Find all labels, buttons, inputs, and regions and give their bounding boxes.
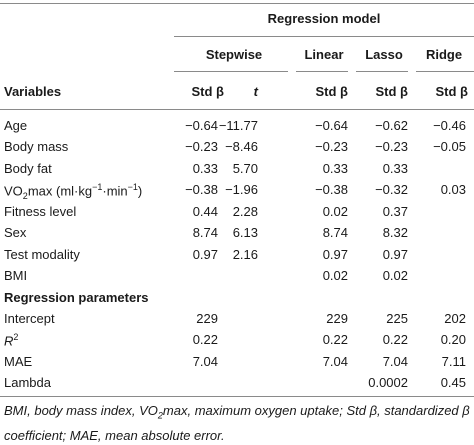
stepwise-rule: [174, 71, 288, 72]
cell: 0.22: [322, 332, 348, 347]
cell: 2.16: [232, 247, 258, 262]
cell: −0.23: [185, 139, 218, 154]
cell: −0.62: [375, 118, 408, 133]
table-bottom-rule: [0, 396, 474, 397]
row-label-age: Age: [4, 118, 28, 133]
subheader-ridge-std: Std β: [435, 84, 469, 99]
cell: 229: [196, 311, 218, 326]
header-bottom-rule: [0, 109, 474, 110]
cell: 5.70: [232, 161, 258, 176]
cell: 8.32: [382, 225, 408, 240]
linear-rule: [296, 71, 348, 72]
cell: −0.23: [315, 139, 348, 154]
cell: 0.22: [382, 332, 408, 347]
cell: 0.02: [322, 204, 348, 219]
model-lasso: Lasso: [365, 47, 403, 62]
cell: 7.04: [382, 354, 408, 369]
ridge-rule: [416, 71, 474, 72]
subheader-stepwise-t: t: [253, 84, 258, 99]
cell: 7.04: [192, 354, 218, 369]
cell: −0.05: [433, 139, 466, 154]
subheader-linear-std: Std β: [315, 84, 349, 99]
cell: −8.46: [225, 139, 258, 154]
cell: 0.22: [192, 332, 218, 347]
cell: 0.03: [440, 182, 466, 197]
regression-model-title: Regression model: [267, 11, 381, 26]
row-label-mae: MAE: [4, 354, 33, 369]
cell: 6.13: [232, 225, 258, 240]
row-label-body-mass: Body mass: [4, 139, 69, 154]
cell: 0.33: [322, 161, 348, 176]
cell: −1.96: [225, 182, 258, 197]
subheader-lasso-std: Std β: [375, 84, 409, 99]
cell: −0.32: [375, 182, 408, 197]
cell: 7.11: [441, 354, 466, 369]
cell: 8.74: [192, 225, 218, 240]
top-rule: [0, 3, 474, 4]
cell: 0.33: [192, 161, 218, 176]
model-ridge: Ridge: [425, 47, 463, 62]
row-label-intercept: Intercept: [4, 311, 55, 326]
table-footnote: BMI, body mass index, VO2max, maximum ox…: [4, 403, 470, 443]
cell: 229: [326, 311, 348, 326]
row-label-r-squared: R2: [4, 332, 19, 349]
regression-parameters-heading: Regression parameters: [4, 290, 149, 305]
row-label-fitness-level: Fitness level: [4, 204, 77, 219]
cell: −11.77: [218, 118, 258, 133]
row-label-body-fat: Body fat: [4, 161, 52, 176]
cell: 202: [444, 311, 466, 326]
row-label-bmi: BMI: [4, 268, 28, 283]
model-linear: Linear: [304, 47, 344, 62]
model-stepwise: Stepwise: [205, 47, 263, 62]
cell: −0.38: [315, 182, 348, 197]
cell: 0.97: [322, 247, 348, 262]
cell: −0.64: [315, 118, 348, 133]
group-rule: [174, 36, 474, 37]
cell: 7.04: [322, 354, 348, 369]
row-label-vo2max: VO2max (ml·kg−1·min−1): [4, 182, 143, 201]
cell: 2.28: [232, 204, 258, 219]
cell: 0.97: [382, 247, 408, 262]
cell: −0.64: [185, 118, 218, 133]
cell: 0.0002: [368, 375, 408, 390]
variables-header: Variables: [4, 84, 62, 99]
cell: −0.23: [375, 139, 408, 154]
cell: 0.02: [382, 268, 408, 283]
cell: 0.45: [440, 375, 466, 390]
cell: 0.02: [322, 268, 348, 283]
cell: 0.44: [192, 204, 218, 219]
lasso-rule: [356, 71, 408, 72]
cell: −0.38: [185, 182, 218, 197]
cell: 0.97: [192, 247, 218, 262]
row-label-sex: Sex: [4, 225, 27, 240]
cell: −0.46: [433, 118, 466, 133]
row-label-lambda: Lambda: [4, 375, 51, 390]
cell: 0.37: [382, 204, 408, 219]
cell: 8.74: [322, 225, 348, 240]
cell: 0.20: [440, 332, 466, 347]
subheader-stepwise-std: Std β: [191, 84, 225, 99]
row-label-test-modality: Test modality: [4, 247, 80, 262]
cell: 225: [386, 311, 408, 326]
cell: 0.33: [382, 161, 408, 176]
